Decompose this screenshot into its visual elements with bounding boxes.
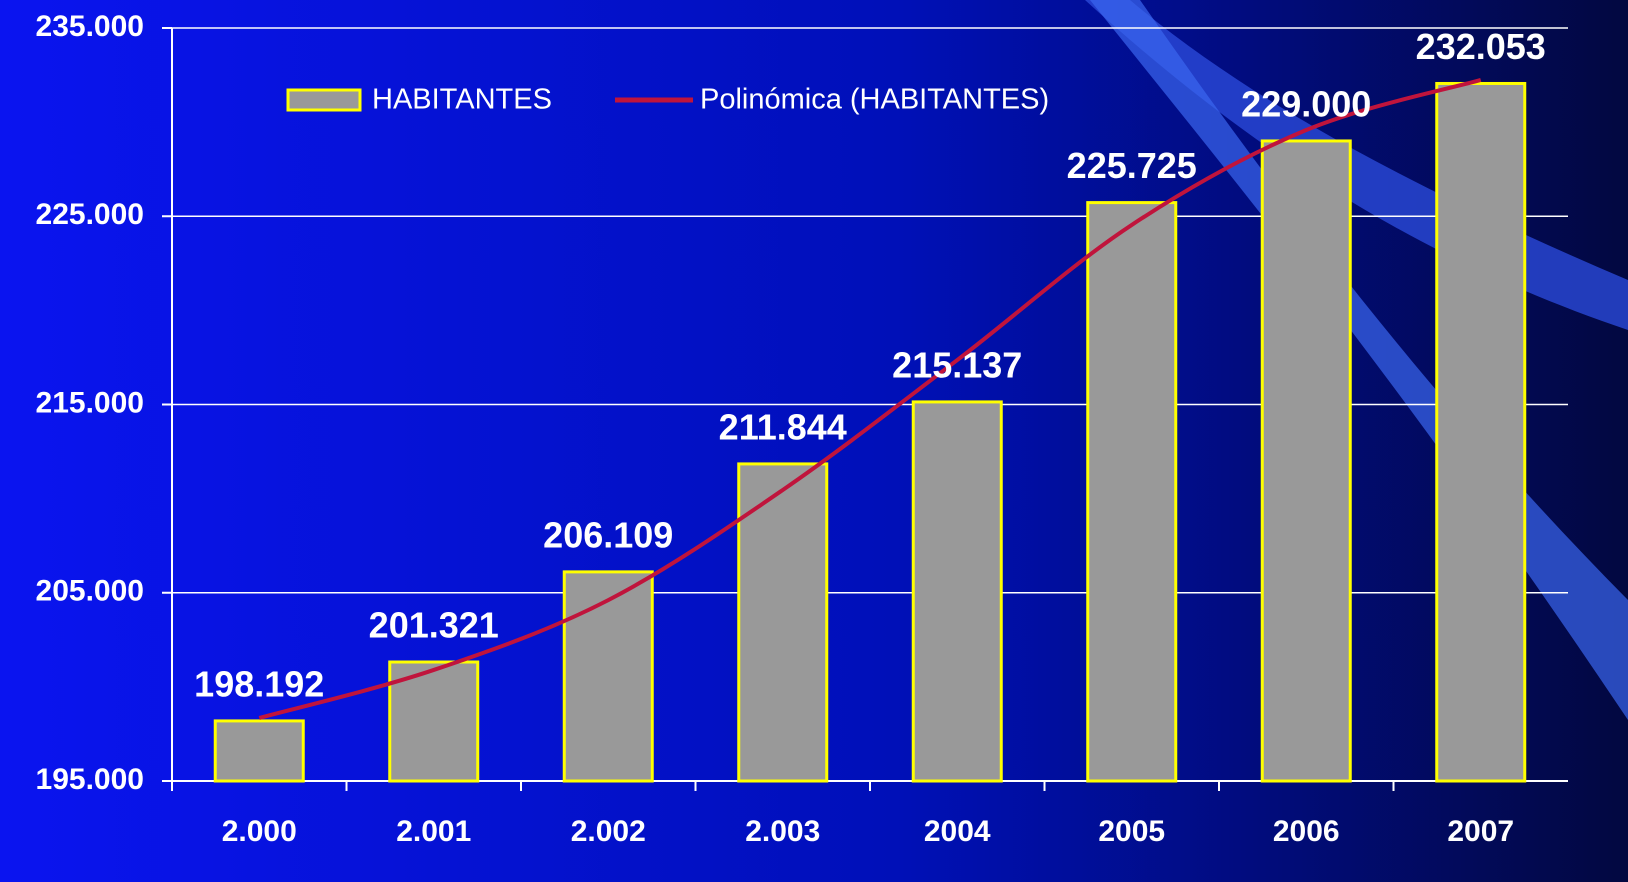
x-tick-label: 2005 bbox=[1098, 815, 1165, 848]
x-tick-label: 2.002 bbox=[571, 815, 646, 848]
bar bbox=[1260, 139, 1352, 783]
bar bbox=[213, 719, 305, 783]
value-label: 215.137 bbox=[892, 344, 1022, 385]
value-label: 201.321 bbox=[369, 605, 499, 646]
bar bbox=[737, 462, 829, 783]
y-tick-label: 205.000 bbox=[36, 575, 144, 608]
y-tick-label: 235.000 bbox=[36, 10, 144, 43]
value-label: 211.844 bbox=[719, 406, 847, 447]
value-label: 232.053 bbox=[1416, 26, 1546, 67]
legend-label: Polinómica (HABITANTES) bbox=[700, 84, 1049, 116]
value-label: 225.725 bbox=[1067, 145, 1197, 186]
x-tick-label: 2006 bbox=[1273, 815, 1340, 848]
x-tick-label: 2.000 bbox=[222, 815, 297, 848]
x-tick-label: 2004 bbox=[924, 815, 991, 848]
y-tick-label: 225.000 bbox=[36, 198, 144, 231]
y-tick-label: 195.000 bbox=[36, 763, 144, 796]
bar bbox=[911, 400, 1003, 783]
value-label: 206.109 bbox=[543, 514, 673, 555]
x-tick-label: 2007 bbox=[1447, 815, 1514, 848]
trend-line bbox=[258, 78, 1482, 720]
bar bbox=[1435, 81, 1527, 783]
y-tick-label: 215.000 bbox=[36, 386, 144, 419]
x-tick-label: 2.001 bbox=[396, 815, 471, 848]
value-label: 229.000 bbox=[1241, 83, 1371, 124]
bar bbox=[1086, 201, 1178, 783]
bar bbox=[388, 660, 480, 783]
legend-swatch bbox=[286, 88, 362, 112]
bar bbox=[562, 570, 654, 783]
legend-label: HABITANTES bbox=[372, 84, 552, 116]
x-tick-label: 2.003 bbox=[745, 815, 820, 848]
value-label: 198.192 bbox=[194, 663, 324, 704]
